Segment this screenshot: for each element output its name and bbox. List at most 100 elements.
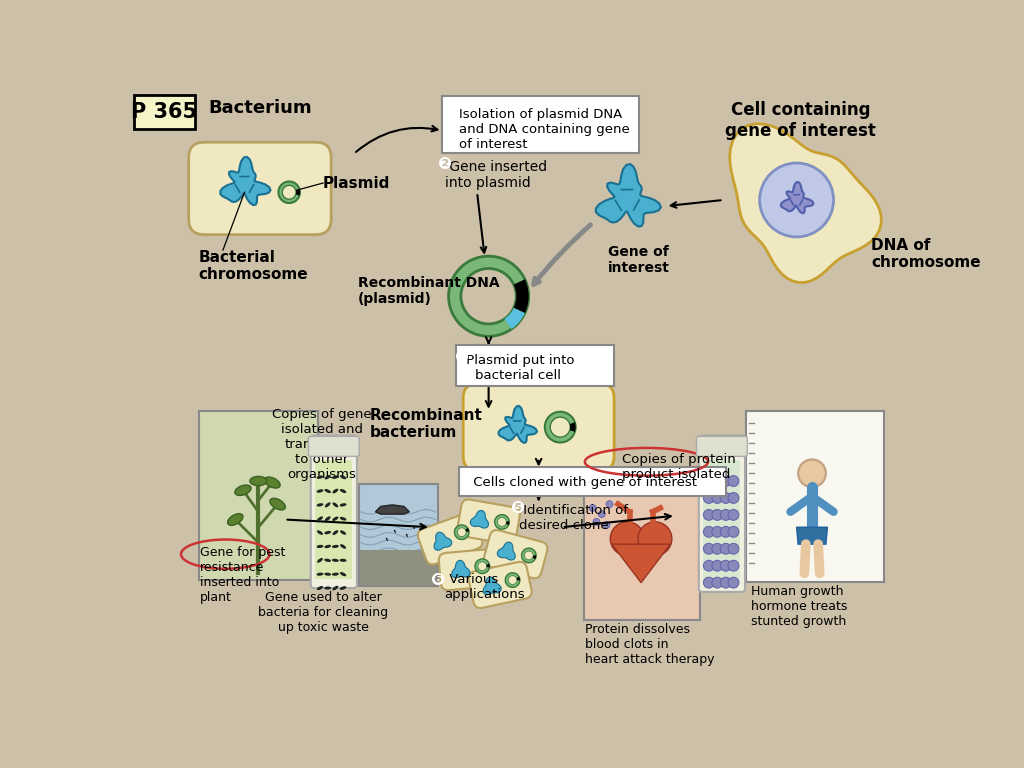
- Ellipse shape: [325, 489, 331, 493]
- Ellipse shape: [340, 572, 346, 576]
- Ellipse shape: [340, 586, 346, 590]
- Text: Protein dissolves
blood clots in
heart attack therapy: Protein dissolves blood clots in heart a…: [585, 624, 715, 667]
- Circle shape: [728, 475, 739, 486]
- Ellipse shape: [340, 475, 346, 478]
- Wedge shape: [569, 422, 575, 432]
- Ellipse shape: [316, 531, 324, 535]
- Circle shape: [728, 561, 739, 571]
- Text: DNA of
chromosome: DNA of chromosome: [871, 237, 981, 270]
- Circle shape: [449, 257, 528, 336]
- Circle shape: [703, 526, 714, 538]
- Polygon shape: [483, 577, 502, 594]
- FancyBboxPatch shape: [199, 411, 317, 581]
- Text: ❶: ❶: [445, 100, 461, 118]
- Polygon shape: [220, 157, 270, 205]
- Ellipse shape: [270, 498, 286, 510]
- Wedge shape: [514, 280, 528, 313]
- FancyBboxPatch shape: [441, 96, 639, 153]
- Ellipse shape: [332, 531, 339, 534]
- Circle shape: [495, 515, 509, 529]
- FancyBboxPatch shape: [458, 499, 520, 545]
- Ellipse shape: [325, 587, 331, 590]
- Circle shape: [524, 551, 534, 560]
- Ellipse shape: [316, 559, 324, 562]
- Circle shape: [475, 559, 489, 574]
- Ellipse shape: [316, 489, 324, 492]
- Ellipse shape: [340, 489, 346, 493]
- Ellipse shape: [333, 558, 338, 563]
- Ellipse shape: [340, 545, 346, 548]
- Text: Copies of protein
product isolated: Copies of protein product isolated: [622, 452, 735, 481]
- Ellipse shape: [340, 516, 346, 521]
- Ellipse shape: [332, 545, 339, 548]
- FancyBboxPatch shape: [359, 484, 438, 586]
- Text: Plasmid: Plasmid: [323, 176, 390, 190]
- Text: Recombinant
bacterium: Recombinant bacterium: [370, 408, 482, 440]
- Circle shape: [703, 492, 714, 503]
- Ellipse shape: [227, 514, 243, 525]
- Circle shape: [703, 475, 714, 486]
- Text: ❷: ❷: [437, 155, 452, 173]
- Ellipse shape: [325, 545, 331, 548]
- Polygon shape: [360, 551, 437, 585]
- Circle shape: [598, 511, 605, 518]
- Circle shape: [589, 505, 596, 511]
- FancyBboxPatch shape: [460, 467, 726, 496]
- Circle shape: [760, 163, 834, 237]
- Circle shape: [712, 544, 723, 554]
- Text: ❺: ❺: [511, 499, 525, 517]
- Circle shape: [712, 526, 723, 538]
- Text: ❻: ❻: [430, 571, 444, 589]
- FancyBboxPatch shape: [703, 460, 740, 583]
- Circle shape: [798, 459, 826, 487]
- Ellipse shape: [325, 503, 331, 507]
- Polygon shape: [781, 182, 813, 214]
- Circle shape: [720, 492, 731, 503]
- Circle shape: [606, 501, 613, 508]
- Text: Bacterium: Bacterium: [208, 98, 311, 117]
- Ellipse shape: [316, 517, 324, 521]
- Ellipse shape: [316, 586, 324, 590]
- FancyBboxPatch shape: [696, 436, 748, 456]
- Ellipse shape: [325, 531, 331, 535]
- Circle shape: [703, 544, 714, 554]
- Circle shape: [279, 181, 300, 203]
- Text: P 365: P 365: [131, 102, 198, 122]
- Ellipse shape: [316, 503, 324, 506]
- Circle shape: [728, 492, 739, 503]
- Text: Gene of
interest: Gene of interest: [608, 245, 670, 275]
- Text: Bacterial
chromosome: Bacterial chromosome: [199, 250, 308, 283]
- Polygon shape: [797, 527, 827, 545]
- Circle shape: [712, 578, 723, 588]
- Circle shape: [455, 525, 469, 539]
- Text: Gene for pest
resistance
inserted into
plant: Gene for pest resistance inserted into p…: [200, 547, 286, 604]
- Ellipse shape: [317, 572, 323, 577]
- Text: ,: ,: [386, 521, 399, 534]
- Ellipse shape: [333, 572, 338, 577]
- Text: Human growth
hormone treats
stunted growth: Human growth hormone treats stunted grow…: [752, 585, 848, 628]
- Text: Various
applications: Various applications: [444, 573, 525, 601]
- Circle shape: [550, 417, 570, 437]
- FancyBboxPatch shape: [308, 436, 359, 456]
- Circle shape: [712, 561, 723, 571]
- Wedge shape: [516, 577, 520, 581]
- Text: ❹: ❹: [461, 470, 475, 488]
- Ellipse shape: [332, 475, 339, 479]
- FancyBboxPatch shape: [463, 384, 614, 470]
- Circle shape: [508, 576, 517, 584]
- Ellipse shape: [316, 545, 324, 548]
- FancyBboxPatch shape: [439, 549, 500, 590]
- Ellipse shape: [234, 485, 251, 495]
- Text: ,: ,: [378, 528, 391, 541]
- Text: Copies of gene
isolated and
transferred
to other
organisms: Copies of gene isolated and transferred …: [271, 408, 372, 481]
- Text: ❸: ❸: [455, 348, 469, 366]
- Polygon shape: [434, 532, 452, 551]
- Text: ,: ,: [397, 525, 411, 538]
- Ellipse shape: [316, 475, 324, 478]
- Circle shape: [478, 562, 486, 571]
- Wedge shape: [465, 528, 469, 531]
- Text: Cells cloned with gene of interest: Cells cloned with gene of interest: [469, 475, 697, 488]
- Circle shape: [498, 518, 506, 526]
- Ellipse shape: [332, 517, 339, 521]
- Wedge shape: [486, 564, 489, 568]
